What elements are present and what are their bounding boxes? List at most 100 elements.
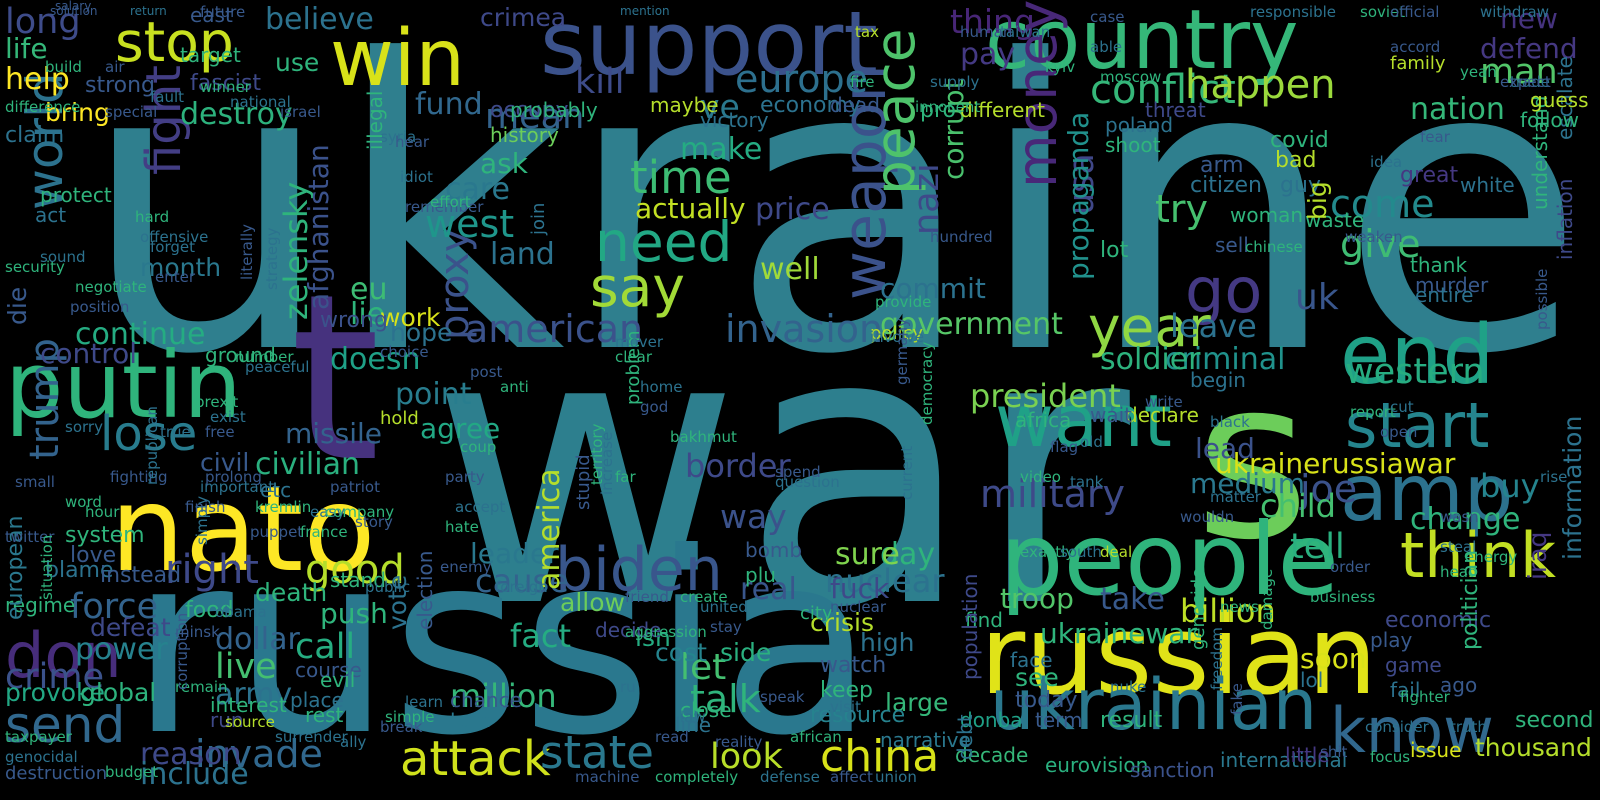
cloud-word: arm: [1200, 153, 1244, 178]
cloud-word: state: [540, 726, 654, 779]
cloud-word: bomb: [745, 538, 803, 562]
cloud-word: rise: [1540, 468, 1568, 486]
cloud-word: act: [35, 203, 67, 227]
cloud-word: lead: [1195, 432, 1255, 465]
cloud-word: information: [1558, 415, 1587, 560]
cloud-word: american: [465, 307, 644, 351]
cloud-word: mention: [620, 4, 670, 18]
cloud-word: deal: [1100, 543, 1133, 561]
cloud-word: write: [1145, 393, 1183, 411]
cloud-word: guy: [1280, 173, 1321, 198]
cloud-word: amp: [1340, 449, 1514, 539]
cloud-word: freedom: [1208, 627, 1226, 690]
cloud-word: speak: [760, 688, 805, 706]
cloud-word: family: [1390, 53, 1446, 74]
cloud-word: defeat: [90, 613, 171, 642]
cloud-word: far: [615, 468, 636, 486]
cloud-word: blame: [45, 558, 114, 583]
cloud-word: finish: [185, 498, 226, 516]
cloud-word: don: [5, 619, 122, 692]
cloud-word: order: [1330, 558, 1370, 576]
cloud-word: place: [290, 688, 344, 712]
cloud-word: end: [1340, 308, 1495, 403]
cloud-word: god: [640, 398, 669, 416]
cloud-word: send: [5, 696, 126, 754]
cloud-word: start: [1345, 389, 1490, 462]
cloud-word: stand: [330, 568, 386, 592]
cloud-word: increase: [598, 431, 616, 495]
cloud-word: brexit: [195, 393, 239, 411]
cloud-word: africa: [1015, 408, 1072, 432]
cloud-word: real: [740, 572, 797, 607]
cloud-word: wait: [1090, 403, 1133, 427]
cloud-word: company: [325, 503, 395, 521]
cloud-word: genocidal: [5, 748, 78, 766]
cloud-word: threat: [1145, 98, 1206, 122]
cloud-word: month: [140, 253, 222, 282]
cloud-word: return: [130, 4, 167, 18]
cloud-word: long: [5, 2, 81, 42]
cloud-word: high: [860, 628, 915, 657]
cloud-word: attack: [400, 731, 551, 787]
cloud-word: ask: [480, 147, 528, 180]
cloud-word: white: [1460, 173, 1515, 197]
cloud-word: russian: [980, 591, 1378, 719]
cloud-word: crimea: [480, 3, 567, 32]
cloud-word: million: [450, 677, 557, 715]
cloud-word: cause: [475, 562, 569, 600]
cloud-word: important: [200, 478, 275, 496]
cloud-word: crisis: [810, 608, 874, 637]
cloud-word: president: [970, 377, 1121, 415]
cloud-word: steal: [1440, 538, 1477, 556]
cloud-word: exactly: [1020, 543, 1075, 561]
cloud-word: different: [960, 98, 1045, 122]
cloud-word: involve: [870, 328, 925, 346]
cloud-word: dead: [830, 93, 880, 117]
cloud-word: accord: [1390, 38, 1441, 56]
cloud-word: peaceful: [245, 358, 310, 376]
cloud-word: energy: [1465, 548, 1518, 566]
cloud-word: corruption: [173, 612, 191, 690]
cloud-word: defend: [1480, 32, 1578, 65]
cloud-word: billion: [1180, 592, 1276, 630]
cloud-word: interest: [210, 693, 287, 717]
cloud-word: europe: [735, 57, 868, 101]
cloud-word: ago: [1440, 673, 1478, 697]
cloud-word: doesn: [330, 342, 421, 377]
cloud-word: evil: [320, 668, 356, 692]
cloud-word: power: [75, 632, 168, 667]
cloud-word: expect: [1500, 73, 1551, 91]
cloud-word: begin: [1190, 368, 1246, 392]
cloud-word: rest: [305, 703, 344, 727]
cloud-word: genocide: [1188, 567, 1209, 650]
cloud-word: push: [320, 597, 388, 630]
cloud-word: afghanistan: [302, 144, 335, 310]
cloud-word: effort: [430, 193, 471, 211]
cloud-word: cost: [655, 638, 707, 667]
cloud-word: win: [330, 14, 465, 104]
cloud-word: illegal: [363, 90, 387, 150]
cloud-word: small: [15, 473, 55, 491]
cloud-word: make: [680, 132, 763, 167]
cloud-word: nuclear: [825, 562, 945, 600]
cloud-word: head: [1440, 563, 1478, 581]
cloud-word: western: [1345, 352, 1485, 392]
cloud-word: innocent: [915, 98, 981, 116]
cloud-word: fascist: [190, 71, 261, 96]
cloud-word: t: [290, 246, 381, 513]
cloud-word: city: [800, 603, 833, 624]
cloud-word: business: [1310, 588, 1376, 606]
cloud-word: close: [680, 698, 732, 722]
cloud-word: buy: [1480, 467, 1540, 505]
cloud-word: occupy: [490, 98, 569, 123]
cloud-word: medium: [1190, 467, 1306, 500]
cloud-word: fake: [1228, 683, 1246, 715]
cloud-word: big: [1303, 181, 1332, 220]
cloud-word: leave: [1170, 307, 1257, 345]
cloud-word: instead: [100, 563, 182, 588]
cloud-word: truth: [1450, 718, 1487, 736]
cloud-word: keep: [820, 678, 873, 703]
cloud-word: weaken: [1345, 228, 1403, 246]
cloud-word: party: [445, 468, 485, 486]
cloud-word: tank: [1070, 473, 1104, 491]
